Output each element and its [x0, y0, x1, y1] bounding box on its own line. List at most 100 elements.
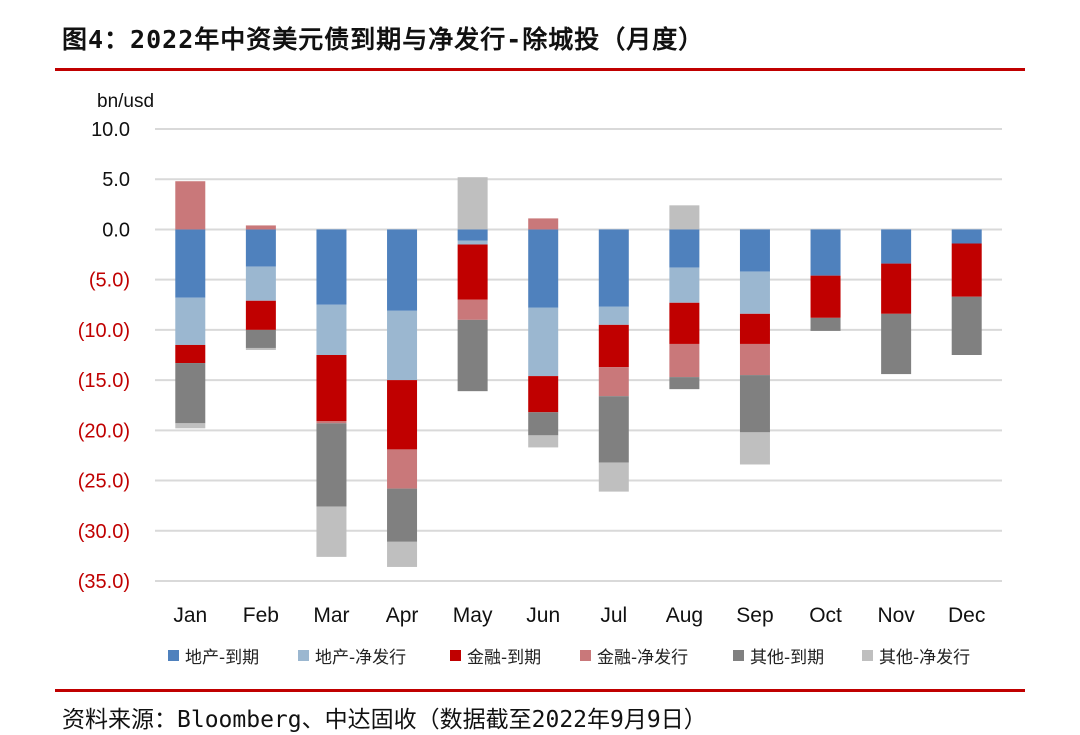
- y-tick-label: 5.0: [102, 169, 130, 191]
- bar-segment: [598, 462, 629, 492]
- bar-segment: [669, 267, 700, 303]
- bar-segment: [245, 300, 276, 330]
- y-tick-label: (20.0): [78, 420, 130, 442]
- bar-segment: [739, 432, 770, 465]
- bar-segment: [245, 329, 276, 348]
- bar-segment: [598, 324, 629, 368]
- legend-label: 金融-净发行: [597, 648, 688, 668]
- bar-segment: [951, 243, 982, 297]
- bar-segment: [528, 307, 559, 377]
- y-tick-label: 10.0: [91, 119, 130, 141]
- x-tick-label: Apr: [386, 604, 419, 627]
- legend-swatch: [733, 650, 744, 661]
- y-tick-label: (5.0): [89, 270, 130, 292]
- bar-segment: [457, 240, 488, 245]
- y-tick-label: (15.0): [78, 370, 130, 392]
- bar-segment: [810, 229, 841, 276]
- bar-segment: [387, 229, 418, 311]
- bar-segment: [598, 306, 629, 325]
- source-note: 资料来源：Bloomberg、中达固收（数据截至2022年9月9日）: [62, 707, 707, 733]
- legend-swatch: [168, 650, 179, 661]
- bar-segment: [245, 225, 276, 230]
- bar-segment: [669, 343, 700, 378]
- legend-label: 其他-到期: [750, 648, 824, 668]
- legend-label: 金融-到期: [467, 648, 541, 668]
- bar-segment: [316, 304, 347, 355]
- bar-segment: [175, 363, 206, 424]
- bar-segment: [881, 229, 912, 264]
- bar-segment: [245, 266, 276, 301]
- bar-segment: [669, 229, 700, 268]
- bar-segment: [175, 297, 206, 345]
- bar-segment: [245, 347, 276, 350]
- bar-segment: [739, 271, 770, 314]
- bar-segment: [387, 449, 418, 489]
- chart-title: 图4：2022年中资美元债到期与净发行-除城投（月度）: [62, 25, 705, 54]
- x-tick-label: May: [453, 604, 493, 627]
- x-tick-label: Sep: [736, 604, 773, 627]
- bar-segment: [387, 541, 418, 567]
- bar-segment: [739, 343, 770, 376]
- bar-segment: [528, 218, 559, 230]
- x-tick-label: Mar: [313, 604, 349, 627]
- bar-segment: [739, 229, 770, 272]
- bar-segment: [528, 376, 559, 413]
- bar-segment: [457, 299, 488, 320]
- x-tick-label: Jun: [526, 604, 560, 627]
- bar-segment: [316, 229, 347, 305]
- y-tick-label: (10.0): [78, 320, 130, 342]
- x-tick-label: Nov: [877, 604, 915, 627]
- bar-segment: [669, 205, 700, 230]
- bar-segment: [316, 506, 347, 557]
- bar-segment: [951, 296, 982, 355]
- x-tick-label: Dec: [948, 604, 985, 627]
- bar-segment: [175, 344, 206, 364]
- legend-swatch: [450, 650, 461, 661]
- bar-segment: [316, 355, 347, 422]
- bar-segment: [951, 229, 982, 244]
- bottom-divider: [55, 689, 1025, 692]
- bar-segment: [387, 310, 418, 381]
- bar-segment: [528, 435, 559, 448]
- y-tick-label: 0.0: [102, 219, 130, 241]
- legend-swatch: [298, 650, 309, 661]
- legend-label: 其他-净发行: [879, 648, 970, 668]
- bar-segment: [669, 302, 700, 344]
- bar-segment: [175, 423, 206, 429]
- bar-segment: [598, 367, 629, 397]
- bar-segment: [881, 313, 912, 375]
- bar-segment: [316, 421, 347, 424]
- bar-segment: [881, 263, 912, 314]
- bar-segment: [598, 396, 629, 463]
- legend-label: 地产-到期: [185, 648, 259, 668]
- bar-segment: [245, 229, 276, 267]
- x-tick-label: Oct: [809, 604, 842, 627]
- bar-segment: [457, 229, 488, 241]
- top-divider: [55, 68, 1025, 71]
- bar-segment: [669, 377, 700, 390]
- bar-segment: [387, 380, 418, 450]
- y-tick-label: (30.0): [78, 521, 130, 543]
- y-tick-label: (25.0): [78, 471, 130, 493]
- bar-segment: [739, 313, 770, 344]
- bar-segment: [457, 244, 488, 300]
- legend-label: 地产-净发行: [315, 648, 406, 668]
- bar-segment: [175, 181, 206, 230]
- bar-segment: [528, 412, 559, 436]
- legend-swatch: [580, 650, 591, 661]
- x-tick-label: Jan: [173, 604, 207, 627]
- x-tick-label: Jul: [600, 604, 627, 627]
- y-tick-label: (35.0): [78, 571, 130, 593]
- x-tick-label: Feb: [243, 604, 279, 627]
- bar-segment: [387, 488, 418, 542]
- bar-segment: [598, 229, 629, 307]
- bar-segment: [810, 275, 841, 318]
- bar-segment: [739, 375, 770, 433]
- legend-swatch: [862, 650, 873, 661]
- bar-segment: [457, 177, 488, 230]
- x-tick-label: Aug: [666, 604, 703, 627]
- bar-segment: [316, 423, 347, 507]
- bar-segment: [457, 319, 488, 392]
